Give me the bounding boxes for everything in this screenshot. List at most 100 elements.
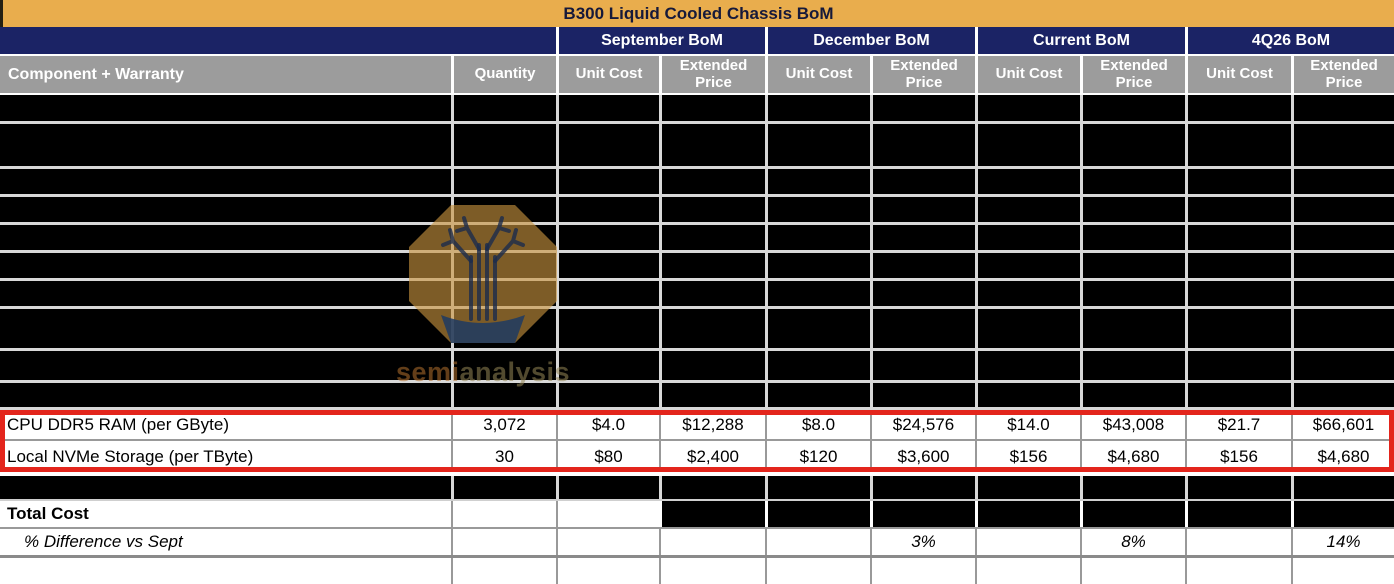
- 4q26-unit-cost-cell[interactable]: $21.7: [1185, 410, 1291, 439]
- current-unit-cost-cell[interactable]: $156: [975, 441, 1080, 472]
- table-row-cpu-ddr5-ram: CPU DDR5 RAM (per GByte) 3,072 $4.0 $12,…: [0, 410, 1394, 441]
- pct-difference-row: % Difference vs Sept 3% 8% 14%: [0, 529, 1394, 558]
- header-extended-price-current: Extended Price: [1080, 56, 1185, 93]
- redacted-cell: [451, 95, 556, 121]
- redacted-cell: [451, 225, 556, 250]
- group-header-4q26: 4Q26 BoM: [1185, 27, 1394, 54]
- redacted-cell: [870, 383, 975, 407]
- redacted-cell: [451, 351, 556, 380]
- quantity-cell[interactable]: 30: [451, 441, 556, 472]
- component-cell[interactable]: CPU DDR5 RAM (per GByte): [7, 414, 229, 434]
- redacted-cell: [1291, 476, 1394, 499]
- group-header-september: September BoM: [556, 27, 765, 54]
- redacted-cell: [1080, 383, 1185, 407]
- 4q26-unit-cost-cell[interactable]: $156: [1185, 441, 1291, 472]
- redacted-cell: [975, 281, 1080, 306]
- dec-unit-cost-cell[interactable]: $120: [765, 441, 870, 472]
- redacted-total-cell: [870, 501, 975, 527]
- redacted-rows-region: [0, 95, 1394, 410]
- redacted-cell: [1080, 197, 1185, 222]
- redacted-cell: [1185, 225, 1291, 250]
- empty-cell: [0, 558, 451, 584]
- redacted-cell: [556, 124, 659, 166]
- redacted-cell: [0, 95, 451, 121]
- empty-cell: [451, 501, 556, 527]
- redacted-row-full-width: [0, 476, 1394, 501]
- redacted-cell: [870, 124, 975, 166]
- redacted-cell: [765, 253, 870, 278]
- pct-diff-4q26[interactable]: 14%: [1291, 529, 1394, 555]
- sept-unit-cost-cell[interactable]: $4.0: [556, 410, 659, 439]
- pct-diff-december[interactable]: 3%: [870, 529, 975, 555]
- redacted-total-cell: [765, 501, 870, 527]
- 4q26-extended-price-cell[interactable]: $4,680: [1291, 441, 1394, 472]
- redacted-cell: [0, 476, 451, 499]
- redacted-row: [0, 383, 1394, 410]
- redacted-cell: [1291, 351, 1394, 380]
- redacted-cell: [1185, 197, 1291, 222]
- pct-diff-current[interactable]: 8%: [1080, 529, 1185, 555]
- header-quantity: Quantity: [451, 56, 556, 93]
- current-extended-price-cell[interactable]: $43,008: [1080, 410, 1185, 439]
- empty-cell: [659, 558, 765, 584]
- redacted-cell: [556, 95, 659, 121]
- redacted-cell: [1291, 383, 1394, 407]
- redacted-cell: [0, 383, 451, 407]
- redacted-row: [0, 225, 1394, 253]
- sept-unit-cost-cell[interactable]: $80: [556, 441, 659, 472]
- dec-extended-price-cell[interactable]: $24,576: [870, 410, 975, 439]
- redacted-row: [0, 95, 1394, 124]
- redacted-cell: [1080, 124, 1185, 166]
- current-extended-price-cell[interactable]: $4,680: [1080, 441, 1185, 472]
- redacted-cell: [659, 253, 765, 278]
- redacted-cell: [1291, 281, 1394, 306]
- dec-extended-price-cell[interactable]: $3,600: [870, 441, 975, 472]
- redacted-cell: [870, 197, 975, 222]
- component-cell[interactable]: Local NVMe Storage (per TByte): [7, 446, 254, 466]
- pct-difference-label[interactable]: % Difference vs Sept: [24, 532, 183, 551]
- redacted-cell: [975, 476, 1080, 499]
- redacted-cell: [870, 351, 975, 380]
- header-extended-price-4q26: Extended Price: [1291, 56, 1394, 93]
- redacted-cell: [556, 309, 659, 348]
- redacted-cell: [870, 309, 975, 348]
- redacted-cell: [0, 281, 451, 306]
- redacted-cell: [556, 281, 659, 306]
- redacted-cell: [556, 253, 659, 278]
- redacted-cell: [451, 281, 556, 306]
- redacted-cell: [659, 124, 765, 166]
- empty-cell: [870, 558, 975, 584]
- header-component-warranty: Component + Warranty: [0, 56, 451, 93]
- redacted-cell: [975, 309, 1080, 348]
- redacted-cell: [1080, 476, 1185, 499]
- redacted-cell: [1080, 253, 1185, 278]
- dec-unit-cost-cell[interactable]: $8.0: [765, 410, 870, 439]
- redacted-cell: [1185, 309, 1291, 348]
- sept-extended-price-cell[interactable]: $2,400: [659, 441, 765, 472]
- redacted-cell: [870, 225, 975, 250]
- redacted-cell: [1080, 169, 1185, 194]
- empty-cell: [1185, 558, 1291, 584]
- redacted-cell: [659, 281, 765, 306]
- group-header-row: September BoM December BoM Current BoM 4…: [0, 27, 1394, 56]
- redacted-row: [0, 253, 1394, 281]
- 4q26-extended-price-cell[interactable]: $66,601: [1291, 410, 1394, 439]
- redacted-cell: [451, 476, 556, 499]
- current-unit-cost-cell[interactable]: $14.0: [975, 410, 1080, 439]
- empty-cell: [556, 529, 659, 555]
- redacted-total-cell: [1291, 501, 1394, 527]
- total-cost-label[interactable]: Total Cost: [0, 501, 451, 527]
- redacted-cell: [659, 95, 765, 121]
- redacted-cell: [765, 197, 870, 222]
- redacted-cell: [1080, 281, 1185, 306]
- redacted-cell: [975, 383, 1080, 407]
- highlighted-rows: CPU DDR5 RAM (per GByte) 3,072 $4.0 $12,…: [0, 410, 1394, 472]
- redacted-row: [0, 351, 1394, 383]
- redacted-cell: [1291, 124, 1394, 166]
- header-unit-cost-current: Unit Cost: [975, 56, 1080, 93]
- sept-extended-price-cell[interactable]: $12,288: [659, 410, 765, 439]
- quantity-cell[interactable]: 3,072: [451, 410, 556, 439]
- redacted-cell: [659, 309, 765, 348]
- header-extended-price-september: Extended Price: [659, 56, 765, 93]
